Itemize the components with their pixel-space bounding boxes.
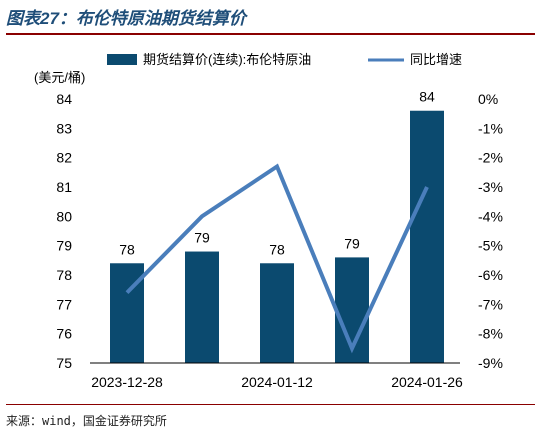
bar bbox=[410, 110, 444, 363]
right-tick-label: 0% bbox=[478, 91, 498, 107]
left-tick-label: 80 bbox=[56, 208, 72, 224]
bar-series bbox=[110, 110, 444, 363]
right-tick-label: -1% bbox=[478, 120, 503, 136]
left-tick-label: 77 bbox=[56, 296, 72, 312]
bar bbox=[260, 263, 294, 363]
x-tick-label: 2024-01-12 bbox=[241, 374, 313, 390]
chart: 期货结算价(连续):布伦特原油 同比增速 (美元/桶) 75 76 77 78 79 80… bbox=[34, 52, 503, 390]
left-tick-label: 75 bbox=[56, 355, 72, 371]
right-tick-label: -9% bbox=[478, 355, 503, 371]
x-tick-label: 2023-12-28 bbox=[91, 374, 163, 390]
line-series bbox=[125, 163, 429, 354]
page-title: 图表27：布伦特原油期货结算价 bbox=[6, 9, 246, 28]
bar-data-label: 79 bbox=[194, 230, 210, 246]
right-tick-label: -7% bbox=[478, 296, 503, 312]
right-tick-label: -3% bbox=[478, 179, 503, 195]
bar-data-label: 78 bbox=[269, 241, 285, 257]
legend-line-label: 同比增速 bbox=[410, 52, 462, 67]
source-note: 来源：wind，国金证券研究所 bbox=[6, 414, 167, 428]
bar-data-label: 78 bbox=[119, 241, 135, 257]
right-tick-label: -6% bbox=[478, 267, 503, 283]
right-tick-label: -5% bbox=[478, 238, 503, 254]
bar-data-labels: 78 79 78 79 84 bbox=[119, 89, 435, 258]
bar-data-label: 79 bbox=[344, 235, 360, 251]
right-tick-label: -4% bbox=[478, 208, 503, 224]
bar-data-label: 84 bbox=[419, 89, 435, 105]
left-tick-label: 82 bbox=[56, 150, 72, 166]
left-tick-label: 78 bbox=[56, 267, 72, 283]
right-axis-ticks: 0% -1% -2% -3% -4% -5% -6% -7% -8% -9% bbox=[478, 91, 503, 371]
left-tick-label: 79 bbox=[56, 238, 72, 254]
left-tick-label: 81 bbox=[56, 179, 72, 195]
right-tick-label: -8% bbox=[478, 326, 503, 342]
left-tick-label: 76 bbox=[56, 326, 72, 342]
legend-bar-label: 期货结算价(连续):布伦特原油 bbox=[143, 52, 311, 67]
legend: 期货结算价(连续):布伦特原油 同比增速 bbox=[107, 52, 462, 67]
yoy-growth-line bbox=[125, 163, 429, 354]
x-axis-ticks: 2023-12-28 2024-01-12 2024-01-26 bbox=[91, 374, 463, 390]
left-tick-label: 84 bbox=[56, 91, 72, 107]
left-tick-label: 83 bbox=[56, 120, 72, 136]
left-axis-ticks: 75 76 77 78 79 80 81 82 83 84 bbox=[56, 91, 72, 371]
left-axis-unit-label: (美元/桶) bbox=[34, 70, 85, 85]
x-tick-label: 2024-01-26 bbox=[391, 374, 463, 390]
bar bbox=[185, 251, 219, 363]
legend-bar-swatch bbox=[107, 54, 137, 65]
title-divider bbox=[6, 33, 535, 35]
source-divider bbox=[6, 404, 535, 405]
right-tick-label: -2% bbox=[478, 150, 503, 166]
